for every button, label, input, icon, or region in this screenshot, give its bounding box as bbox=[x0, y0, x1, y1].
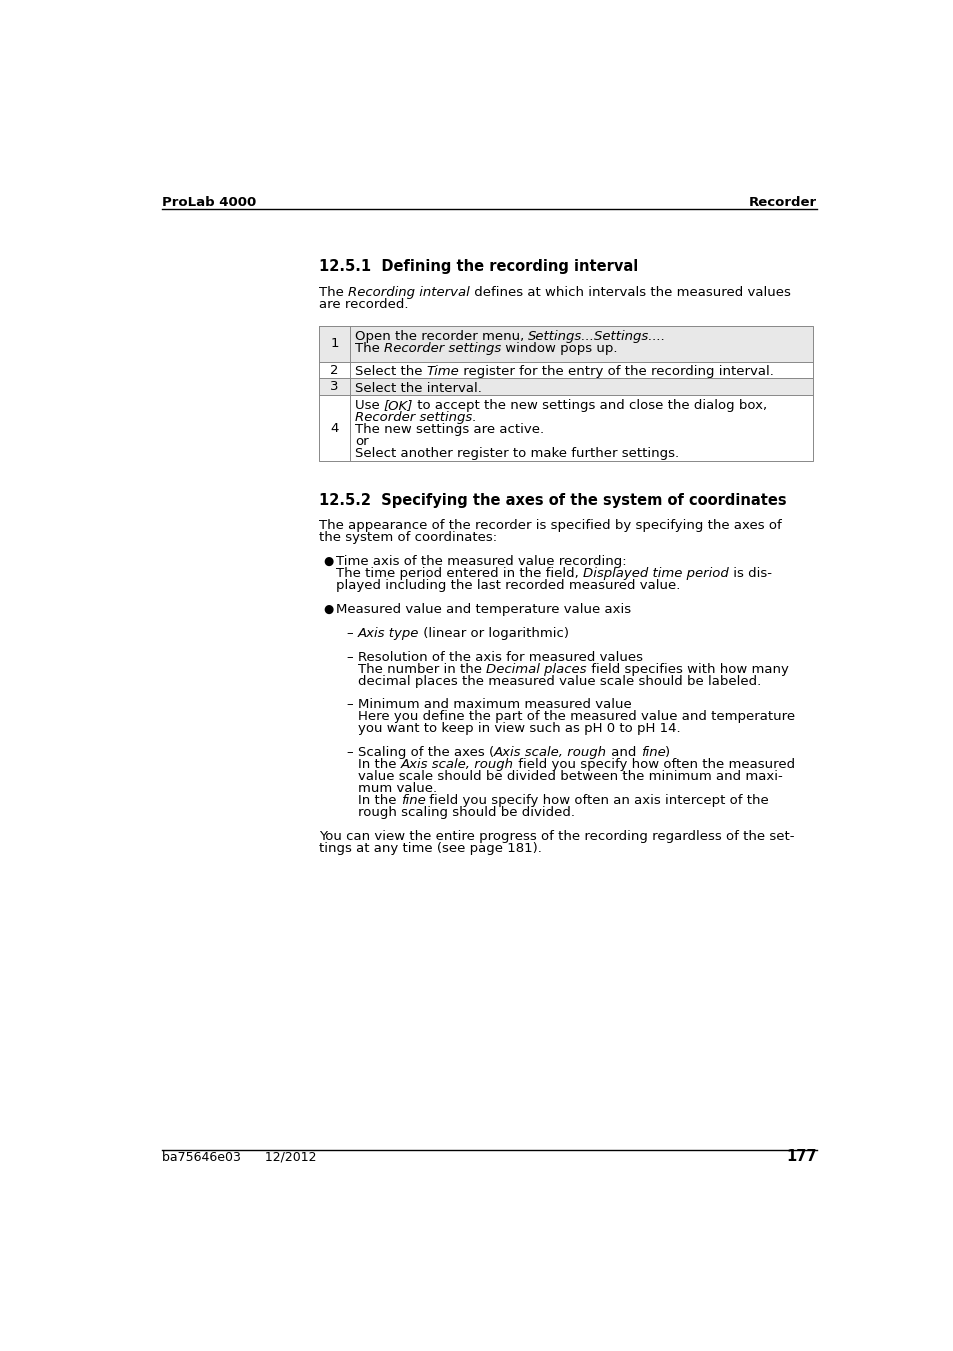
Text: 177: 177 bbox=[785, 1148, 816, 1165]
Text: Settings...Settings....: Settings...Settings.... bbox=[528, 330, 666, 343]
Text: The: The bbox=[319, 286, 348, 299]
Text: defines at which intervals the measured values: defines at which intervals the measured … bbox=[470, 286, 790, 299]
Text: played including the last recorded measured value.: played including the last recorded measu… bbox=[335, 580, 679, 592]
Bar bbox=[319, 378, 812, 396]
Text: the system of coordinates:: the system of coordinates: bbox=[319, 531, 497, 544]
Text: The new settings are active.: The new settings are active. bbox=[355, 423, 543, 436]
Text: In the: In the bbox=[357, 758, 400, 771]
Text: 2: 2 bbox=[330, 363, 338, 377]
Text: tings at any time (see page 181).: tings at any time (see page 181). bbox=[319, 842, 541, 855]
Text: you want to keep in view such as pH 0 to pH 14.: you want to keep in view such as pH 0 to… bbox=[357, 723, 679, 735]
Text: Resolution of the axis for measured values: Resolution of the axis for measured valu… bbox=[357, 651, 642, 663]
Text: Scaling of the axes (: Scaling of the axes ( bbox=[357, 746, 494, 759]
Text: Recorder: Recorder bbox=[748, 196, 816, 209]
Text: –: – bbox=[346, 651, 353, 663]
Text: Minimum and maximum measured value: Minimum and maximum measured value bbox=[357, 698, 631, 712]
Text: ): ) bbox=[665, 746, 670, 759]
Text: Select another register to make further settings.: Select another register to make further … bbox=[355, 447, 679, 461]
Text: 12.5.1  Defining the recording interval: 12.5.1 Defining the recording interval bbox=[319, 259, 638, 274]
Text: 12.5.2  Specifying the axes of the system of coordinates: 12.5.2 Specifying the axes of the system… bbox=[319, 493, 786, 508]
Text: Select the: Select the bbox=[355, 365, 426, 378]
Text: The: The bbox=[355, 342, 383, 355]
Text: fine: fine bbox=[640, 746, 665, 759]
Text: Axis scale, rough: Axis scale, rough bbox=[494, 746, 606, 759]
Text: is dis-: is dis- bbox=[728, 567, 771, 580]
Text: ●: ● bbox=[323, 555, 333, 569]
Text: Recorder settings: Recorder settings bbox=[355, 411, 472, 424]
Text: are recorded.: are recorded. bbox=[319, 299, 408, 311]
Text: ba75646e03      12/2012: ba75646e03 12/2012 bbox=[162, 1151, 316, 1165]
Text: 3: 3 bbox=[330, 381, 338, 393]
Text: mum value.: mum value. bbox=[357, 782, 436, 794]
Text: to accept the new settings and close the dialog box,: to accept the new settings and close the… bbox=[413, 400, 766, 412]
Text: Select the interval.: Select the interval. bbox=[355, 382, 481, 396]
Text: Here you define the part of the measured value and temperature: Here you define the part of the measured… bbox=[357, 711, 794, 723]
Text: (linear or logarithmic): (linear or logarithmic) bbox=[419, 627, 569, 640]
Text: The appearance of the recorder is specified by specifying the axes of: The appearance of the recorder is specif… bbox=[319, 519, 781, 532]
Text: field you specify how often an axis intercept of the: field you specify how often an axis inte… bbox=[425, 794, 768, 807]
Text: Axis type: Axis type bbox=[357, 627, 419, 640]
Text: field specifies with how many: field specifies with how many bbox=[586, 662, 788, 676]
Text: –: – bbox=[346, 627, 353, 640]
Text: 4: 4 bbox=[330, 422, 338, 435]
Text: and: and bbox=[606, 746, 640, 759]
Text: Open the recorder menu,: Open the recorder menu, bbox=[355, 330, 528, 343]
Text: field you specify how often the measured: field you specify how often the measured bbox=[513, 758, 794, 771]
Text: Time: Time bbox=[426, 365, 458, 378]
Text: Measured value and temperature value axis: Measured value and temperature value axi… bbox=[335, 603, 631, 616]
Text: Use: Use bbox=[355, 400, 383, 412]
Text: register for the entry of the recording interval.: register for the entry of the recording … bbox=[458, 365, 774, 378]
Text: Displayed time period: Displayed time period bbox=[582, 567, 728, 580]
Text: Axis scale, rough: Axis scale, rough bbox=[400, 758, 513, 771]
Text: 1: 1 bbox=[330, 338, 338, 350]
Text: The time period entered in the field,: The time period entered in the field, bbox=[335, 567, 582, 580]
Text: rough scaling should be divided.: rough scaling should be divided. bbox=[357, 805, 575, 819]
Text: –: – bbox=[346, 698, 353, 712]
Text: The number in the: The number in the bbox=[357, 662, 486, 676]
Text: ProLab 4000: ProLab 4000 bbox=[162, 196, 255, 209]
Text: Time axis of the measured value recording:: Time axis of the measured value recordin… bbox=[335, 555, 626, 569]
Text: value scale should be divided between the minimum and maxi-: value scale should be divided between th… bbox=[357, 770, 781, 784]
Text: Recorder settings: Recorder settings bbox=[383, 342, 500, 355]
Text: Decimal places: Decimal places bbox=[486, 662, 586, 676]
Text: decimal places the measured value scale should be labeled.: decimal places the measured value scale … bbox=[357, 674, 760, 688]
Text: .: . bbox=[472, 411, 476, 424]
Text: –: – bbox=[346, 746, 353, 759]
Bar bbox=[319, 326, 812, 362]
Text: or: or bbox=[355, 435, 368, 449]
Text: [OK]: [OK] bbox=[383, 400, 413, 412]
Text: In the: In the bbox=[357, 794, 400, 807]
Text: Recording interval: Recording interval bbox=[348, 286, 470, 299]
Text: fine: fine bbox=[400, 794, 425, 807]
Text: window pops up.: window pops up. bbox=[500, 342, 618, 355]
Text: You can view the entire progress of the recording regardless of the set-: You can view the entire progress of the … bbox=[319, 830, 794, 843]
Text: ●: ● bbox=[323, 603, 333, 616]
